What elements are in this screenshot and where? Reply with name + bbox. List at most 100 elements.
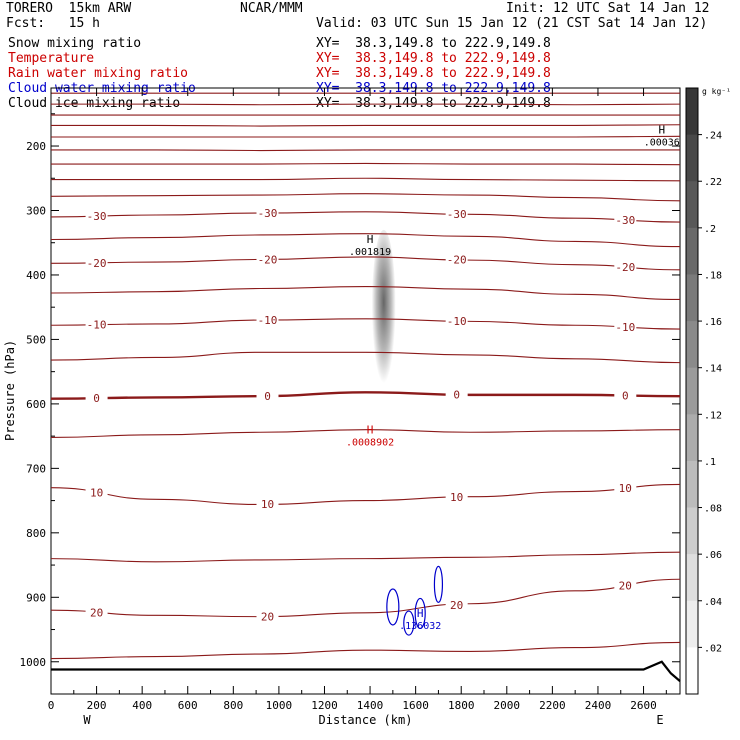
contour-label: 0 <box>93 392 100 405</box>
contour-label: 10 <box>261 498 274 511</box>
y-axis-label: Pressure (hPa) <box>3 340 17 441</box>
header-center: NCAR/MMM <box>240 1 303 16</box>
contour-label-bg <box>85 210 108 223</box>
contour-label: -30 <box>447 208 467 221</box>
field-name: Rain water mixing ratio <box>8 66 189 81</box>
temperature-contour <box>50 286 681 301</box>
field-xy: XY= 38.3,149.8 to 222.9,149.8 <box>316 51 551 66</box>
maximum-marker: H <box>417 607 424 620</box>
colorbar-tick-label: .04 <box>704 597 722 608</box>
cloud-water-contour <box>414 597 426 630</box>
field-xy: XY= 38.3,149.8 to 222.9,149.8 <box>316 36 551 51</box>
contour-label-bg <box>445 253 468 266</box>
x-tick-label: 400 <box>132 699 152 712</box>
temperature-contour <box>50 578 681 618</box>
maximum-value: .136032 <box>399 621 441 632</box>
colorbar-tick-label: .18 <box>704 270 722 281</box>
temperature-contour <box>50 318 681 330</box>
contour-label-bg <box>614 321 637 334</box>
contour-label: -20 <box>87 257 107 270</box>
contour-label: 10 <box>619 482 632 495</box>
contour-label-bg <box>85 392 108 405</box>
contour-label: 0 <box>264 390 271 403</box>
contour-label-bg <box>614 261 637 274</box>
contour-label-bg <box>445 315 468 328</box>
x-tick-label: 2400 <box>585 699 612 712</box>
header-fcst: Fcst: 15 h <box>6 16 100 31</box>
colorbar-frame <box>685 87 699 695</box>
contour-label: 20 <box>450 599 463 612</box>
colorbar-step <box>686 414 698 462</box>
snow-shading <box>371 229 396 391</box>
field-xy: XY= 38.3,149.8 to 222.9,149.8 <box>316 96 551 111</box>
contour-label-bg <box>256 389 279 402</box>
contour-label: -30 <box>615 214 635 227</box>
contour-label: -20 <box>447 254 467 267</box>
x-tick-label: 600 <box>178 699 198 712</box>
y-tick-label: 400 <box>26 269 46 282</box>
colorbar-step <box>686 600 698 648</box>
contour-label: 20 <box>90 606 103 619</box>
temperature-contour <box>50 211 681 223</box>
x-tick-label: 1800 <box>448 699 475 712</box>
contour-label: -10 <box>447 315 467 328</box>
temperature-contour <box>50 193 681 202</box>
contour-label: 20 <box>261 610 274 623</box>
colorbar-step <box>686 460 698 509</box>
contour-label-bg <box>256 206 279 219</box>
maximum-marker: H <box>658 124 665 137</box>
field-name: Snow mixing ratio <box>8 36 142 51</box>
header-model: TORERO 15km ARW <box>6 1 132 16</box>
colorbar-step <box>686 367 698 415</box>
temperature-contour <box>50 429 681 438</box>
contour-label: 0 <box>453 389 460 402</box>
x-tick-label: 2200 <box>539 699 566 712</box>
maximum-value: .0008902 <box>346 437 394 448</box>
contour-label-bg <box>445 491 468 504</box>
y-tick-label: 900 <box>26 591 46 604</box>
colorbar-unit: g kg⁻¹ <box>702 87 731 96</box>
contour-label: -30 <box>258 207 278 220</box>
colorbar-tick-label: .1 <box>704 457 716 468</box>
colorbar-step <box>686 321 698 369</box>
temperature-contour <box>50 551 681 563</box>
header-init: Init: 12 UTC Sat 14 Jan 12 <box>506 1 710 16</box>
colorbar-tick-label: .02 <box>704 643 722 654</box>
maximum-value: .00036 <box>644 138 680 149</box>
colorbar-tick-label: .16 <box>704 317 722 328</box>
x-axis-label: Distance (km) <box>319 713 413 727</box>
colorbar-step <box>686 274 698 322</box>
colorbar-tick-label: .14 <box>704 364 722 375</box>
temperature-contour <box>50 256 681 271</box>
terrain-line <box>51 660 681 682</box>
colorbar-tick-label: .06 <box>704 550 722 561</box>
temperature-contour <box>50 483 681 506</box>
contour-label-bg <box>256 253 279 266</box>
plot-frame <box>50 87 681 695</box>
contour-label-bg <box>614 214 637 227</box>
cloud-water-contour <box>386 588 400 626</box>
contour-label-bg <box>614 482 637 495</box>
y-tick-label: 800 <box>26 527 46 540</box>
contour-label-bg <box>445 598 468 611</box>
contour-label: -30 <box>87 210 107 223</box>
y-tick-label: 600 <box>26 398 46 411</box>
x-tick-label: 0 <box>48 699 55 712</box>
temperature-contour <box>50 103 681 106</box>
y-tick-label: 500 <box>26 333 46 346</box>
x-end-label-right: E <box>656 713 663 727</box>
contour-label-bg <box>256 314 279 327</box>
maximum-marker: H <box>367 423 374 436</box>
contour-label-bg <box>85 606 108 619</box>
maximum-value: .001819 <box>349 247 391 258</box>
contour-label-bg <box>614 389 637 402</box>
colorbar-step <box>686 134 698 182</box>
colorbar-step <box>686 227 698 275</box>
x-tick-label: 1000 <box>266 699 293 712</box>
colorbar-tick-label: .08 <box>704 504 722 515</box>
colorbar-tick-label: .22 <box>704 177 722 188</box>
x-end-label-left: W <box>83 713 91 727</box>
contour-label-bg <box>445 388 468 401</box>
colorbar-tick-label: .24 <box>704 131 722 142</box>
colorbar-step <box>686 647 698 695</box>
